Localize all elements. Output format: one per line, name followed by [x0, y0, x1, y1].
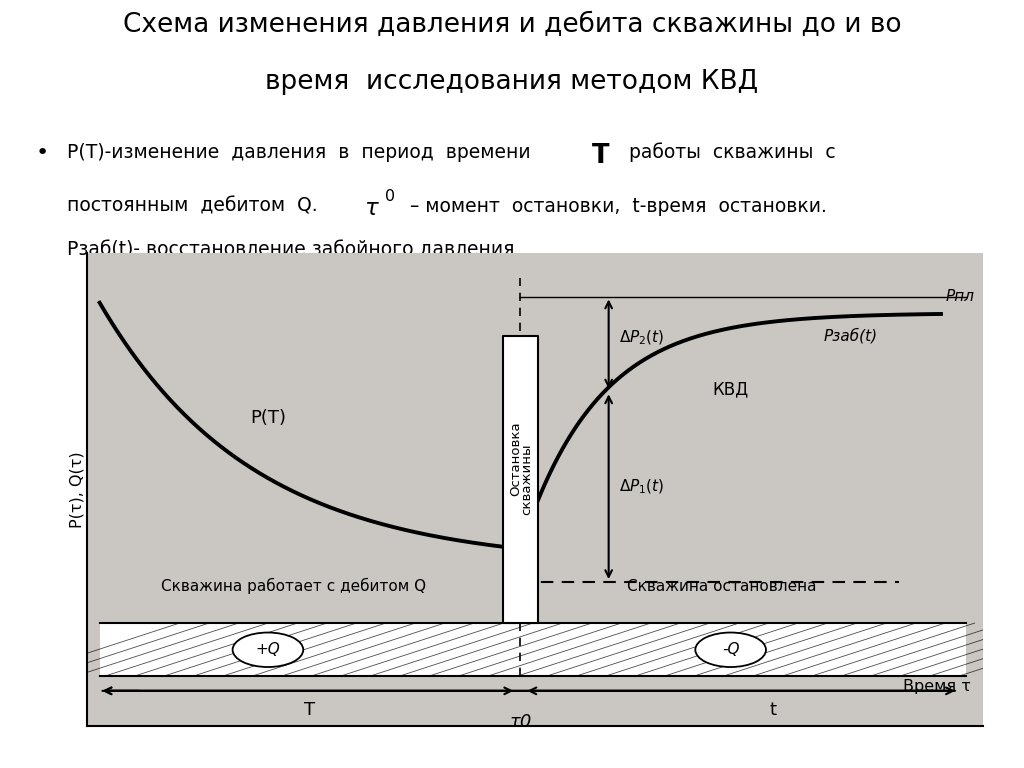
Circle shape [695, 633, 766, 667]
Text: $\Delta P_1(t)$: $\Delta P_1(t)$ [618, 478, 665, 496]
Text: Время τ: Время τ [902, 679, 971, 694]
Text: Остановка: Остановка [509, 422, 522, 496]
Text: Т: Т [592, 143, 609, 168]
Text: -Q: -Q [722, 642, 739, 657]
Y-axis label: P(τ), Q(τ): P(τ), Q(τ) [70, 452, 84, 528]
Text: Скважина остановлена: Скважина остановлена [628, 578, 817, 594]
Text: Схема изменения давления и дебита скважины до и во: Схема изменения давления и дебита скважи… [123, 12, 901, 38]
Text: t: t [769, 701, 776, 719]
Text: скважины: скважины [520, 444, 534, 515]
Bar [503, 336, 538, 623]
Text: Рзаб(t)- восстановление забойного давления: Рзаб(t)- восстановление забойного давлен… [67, 241, 514, 260]
Text: работы  скважины  с: работы скважины с [617, 143, 837, 162]
Text: 0: 0 [385, 189, 395, 204]
Bar [99, 623, 967, 677]
Text: Pпл: Pпл [945, 289, 974, 304]
Text: T: T [304, 701, 315, 719]
Text: P(T)-изменение  давления  в  период  времени: P(T)-изменение давления в период времени [67, 143, 542, 161]
Text: •: • [36, 143, 49, 163]
Text: КВД: КВД [713, 380, 749, 398]
Text: +Q: +Q [256, 642, 281, 657]
Text: – момент  остановки,  t-время  остановки.: – момент остановки, t-время остановки. [404, 197, 827, 216]
Text: τ0: τ0 [509, 713, 531, 731]
Text: время  исследования методом КВД: время исследования методом КВД [265, 69, 759, 94]
Text: Скважина работает с дебитом Q: Скважина работает с дебитом Q [161, 578, 426, 594]
Text: τ: τ [365, 197, 378, 220]
Circle shape [232, 633, 303, 667]
Text: P(T): P(T) [250, 409, 286, 427]
Text: постоянным  дебитом  Q.: постоянным дебитом Q. [67, 197, 317, 216]
Text: Pзаб(t): Pзаб(t) [823, 328, 878, 343]
Text: $\Delta P_2(t)$: $\Delta P_2(t)$ [618, 329, 665, 347]
